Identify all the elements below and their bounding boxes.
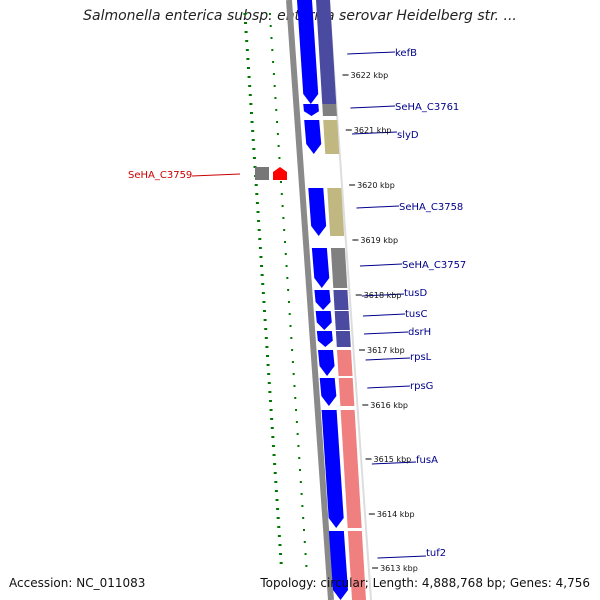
gene-label-leader bbox=[371, 461, 417, 465]
kbp-tick-label: 3613 kbp bbox=[380, 564, 418, 573]
gene-label-SeHA_C3761[interactable]: SeHA_C3761 bbox=[395, 102, 459, 113]
cog-block[interactable] bbox=[316, 0, 337, 104]
kbp-tick-label: 3615 kbp bbox=[374, 455, 412, 464]
cog-block[interactable] bbox=[333, 290, 349, 310]
cds-arrow[interactable] bbox=[304, 120, 322, 154]
gene-label-leader bbox=[367, 385, 411, 389]
gene-label-tuf2[interactable]: tuf2 bbox=[426, 548, 446, 559]
cog-block-reverse[interactable] bbox=[255, 167, 269, 180]
gene-label-leader bbox=[361, 293, 405, 297]
kbp-tick-label: 3617 kbp bbox=[367, 346, 405, 355]
cds-arrow[interactable] bbox=[318, 350, 335, 376]
gene-label-rpsG[interactable]: rpsG bbox=[410, 381, 433, 392]
gene-label-tusD[interactable]: tusD bbox=[404, 288, 427, 299]
gene-label-leader bbox=[359, 263, 403, 267]
cds-arrow[interactable] bbox=[321, 410, 344, 528]
gene-label-leader bbox=[365, 357, 411, 361]
cog-block[interactable] bbox=[340, 410, 362, 528]
kbp-tick-label: 3619 kbp bbox=[360, 236, 398, 245]
cds-arrow[interactable] bbox=[316, 331, 333, 347]
genome-stats-label: Topology: circular; Length: 4,888,768 bp… bbox=[260, 576, 590, 590]
gene-label-SeHA_C3758[interactable]: SeHA_C3758 bbox=[399, 202, 463, 213]
cds-arrow[interactable] bbox=[315, 311, 332, 330]
cds-arrow-reverse[interactable] bbox=[273, 167, 287, 180]
gene-label-leader bbox=[191, 173, 241, 177]
outer-ring-line bbox=[328, 0, 372, 600]
kbp-tick-label: 3620 kbp bbox=[357, 181, 395, 190]
gene-label-leader bbox=[377, 555, 427, 559]
gene-label-kefB[interactable]: kefB bbox=[395, 48, 417, 59]
cog-block[interactable] bbox=[335, 331, 351, 347]
gene-label-slyD[interactable]: slyD bbox=[397, 130, 419, 141]
cog-block[interactable] bbox=[337, 350, 353, 376]
gene-label-tusC[interactable]: tusC bbox=[405, 309, 427, 320]
gene-label-SeHA_C3757[interactable]: SeHA_C3757 bbox=[402, 260, 466, 271]
cog-block[interactable] bbox=[322, 104, 337, 116]
cog-block[interactable] bbox=[330, 248, 348, 288]
kbp-tick-label: 3621 kbp bbox=[354, 126, 392, 135]
gene-label-leader bbox=[362, 313, 406, 317]
cds-arrow[interactable] bbox=[314, 290, 331, 310]
cog-block[interactable] bbox=[338, 378, 355, 406]
kbp-tick-label: 3618 kbp bbox=[364, 291, 402, 300]
gene-label-SeHA_C3759[interactable]: SeHA_C3759 bbox=[128, 170, 192, 181]
gene-label-leader bbox=[364, 331, 409, 335]
genome-backbone bbox=[286, 0, 334, 600]
cog-block[interactable] bbox=[323, 120, 340, 154]
gene-label-leader bbox=[347, 51, 396, 55]
cog-block[interactable] bbox=[347, 531, 366, 600]
cog-block[interactable] bbox=[334, 311, 350, 330]
gene-label-leader bbox=[356, 205, 400, 209]
gene-label-leader bbox=[352, 131, 398, 135]
gene-label-fusA[interactable]: fusA bbox=[416, 455, 438, 466]
cds-arrow[interactable] bbox=[303, 104, 319, 116]
kbp-tick-label: 3616 kbp bbox=[370, 401, 408, 410]
cds-arrow[interactable] bbox=[308, 188, 327, 236]
cds-arrow[interactable] bbox=[328, 531, 348, 600]
cds-arrow[interactable] bbox=[311, 248, 330, 288]
cog-block[interactable] bbox=[327, 188, 345, 236]
gene-label-dsrH[interactable]: dsrH bbox=[408, 327, 431, 338]
kbp-tick-label: 3614 kbp bbox=[377, 510, 415, 519]
gene-label-leader bbox=[350, 105, 396, 109]
accession-label: Accession: NC_011083 bbox=[9, 576, 146, 590]
gene-label-rpsL[interactable]: rpsL bbox=[410, 352, 432, 363]
kbp-tick-label: 3622 kbp bbox=[351, 71, 389, 80]
cds-arrow[interactable] bbox=[297, 0, 319, 104]
cds-arrow[interactable] bbox=[319, 378, 337, 406]
